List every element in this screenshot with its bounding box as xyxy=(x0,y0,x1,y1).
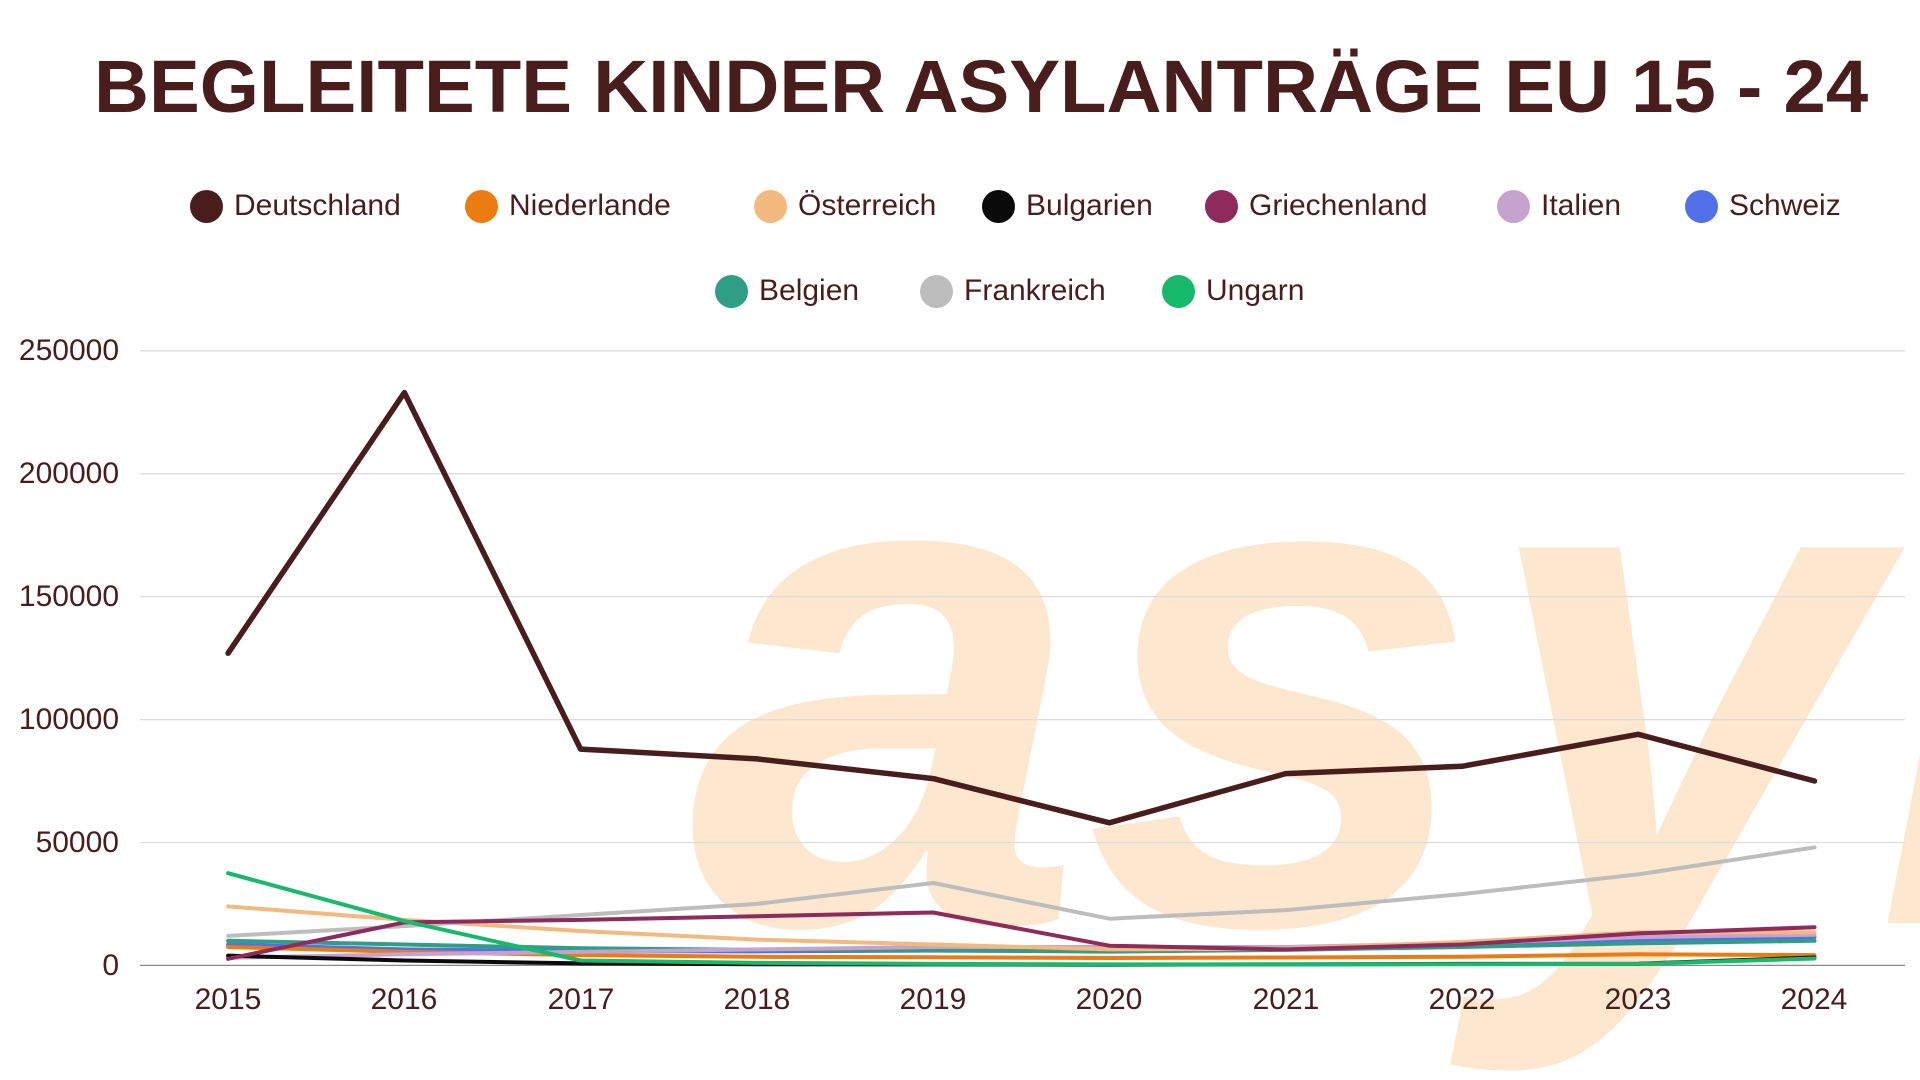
svg-text:100000: 100000 xyxy=(19,703,119,736)
svg-text:0: 0 xyxy=(102,949,119,982)
svg-text:2023: 2023 xyxy=(1605,983,1672,1016)
svg-text:2021: 2021 xyxy=(1253,983,1320,1016)
svg-text:50000: 50000 xyxy=(36,826,119,859)
svg-text:2015: 2015 xyxy=(195,983,262,1016)
svg-text:250000: 250000 xyxy=(19,334,119,367)
svg-text:200000: 200000 xyxy=(19,457,119,490)
svg-text:2017: 2017 xyxy=(548,983,615,1016)
svg-text:2020: 2020 xyxy=(1076,983,1143,1016)
svg-text:2016: 2016 xyxy=(371,983,438,1016)
svg-text:2022: 2022 xyxy=(1429,983,1496,1016)
svg-text:2024: 2024 xyxy=(1781,983,1848,1016)
svg-text:2018: 2018 xyxy=(724,983,791,1016)
svg-text:2019: 2019 xyxy=(900,983,967,1016)
svg-text:150000: 150000 xyxy=(19,580,119,613)
